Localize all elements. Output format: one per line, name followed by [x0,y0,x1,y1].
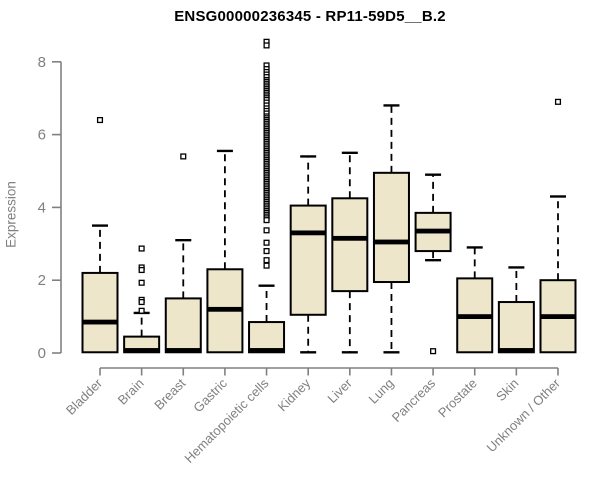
median-line [415,228,451,234]
outlier-point [138,307,145,314]
median-line [207,306,243,312]
outlier-point [138,298,145,306]
x-category-label-skin: Skin [493,376,521,404]
y-tick-label: 4 [38,199,46,216]
outlier-point [263,248,270,255]
boxplot-bladder [81,116,119,354]
outlier-point [263,42,270,49]
outlier-point [263,227,270,234]
x-category-label-brain: Brain [115,376,147,408]
median-line [82,319,118,325]
outlier-point [96,116,104,124]
x-category-label-lung: Lung [366,376,397,407]
x-category-label-gastric: Gastric [190,375,230,415]
outlier-point [138,279,145,286]
x-category-label-prostate: Prostate [435,376,480,421]
boxplot-unknown-other [539,98,577,354]
median-line [332,235,368,241]
boxplot-brain [123,245,161,354]
boxplot-liver [331,151,369,354]
boxplot-lung [372,104,410,354]
median-line [498,348,534,353]
chart-title: ENSG00000236345 - RP11-59D5__B.2 [174,8,446,25]
outlier-point [263,239,270,246]
x-category-label-unknown-other: Unknown / Other [484,375,564,455]
outlier-point [554,98,562,105]
outlier-point [138,266,145,274]
y-tick-label: 0 [38,345,46,362]
box-iqr [248,321,286,354]
median-line [373,239,409,245]
boxplot-kidney [289,155,327,354]
boxplot-pancreas [414,173,452,355]
box-iqr [497,301,535,354]
outlier-point [263,257,270,264]
y-tick-label: 8 [38,54,46,71]
box-iqr [331,197,369,293]
median-line [165,348,201,353]
boxplot-prostate [456,246,494,354]
median-line [249,348,285,353]
x-category-label-breast: Breast [151,375,188,412]
median-line [540,314,576,319]
outlier-point [138,245,145,252]
box-iqr [164,297,202,354]
x-category-label-pancreas: Pancreas [389,375,439,425]
boxplot-skin [497,266,535,354]
outlier-point [180,153,187,160]
median-line [124,348,160,353]
boxplot-breast [164,153,202,354]
boxplot-hematopoietic-cells [248,38,286,354]
box-iqr [81,271,119,354]
y-tick-label: 2 [38,272,46,289]
y-tick-label: 6 [38,127,46,144]
x-category-label-liver: Liver [324,375,355,406]
median-line [457,314,493,319]
y-axis: 0 2 4 6 8 [38,54,62,362]
outlier-point [263,217,270,224]
median-line [290,230,326,236]
box-iqr [372,171,410,284]
x-category-label-kidney: Kidney [275,375,314,414]
outlier-point [263,262,270,269]
outlier-point [430,348,437,355]
box-iqr [289,204,327,316]
boxplot-gastric [206,149,244,354]
x-category-label-bladder: Bladder [63,375,106,418]
